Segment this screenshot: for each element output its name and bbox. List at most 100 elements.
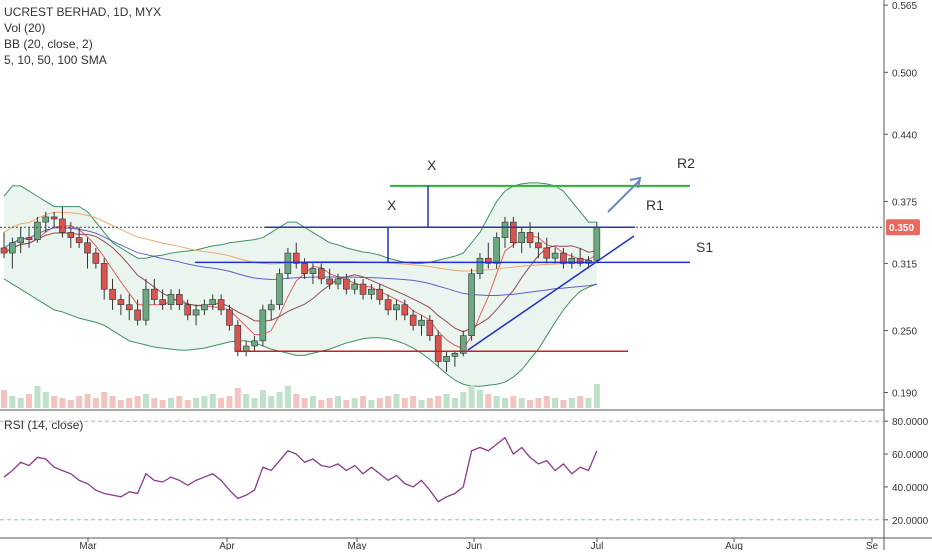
volume-bar bbox=[218, 398, 225, 408]
bollinger-lower bbox=[3, 278, 598, 387]
candle-body bbox=[125, 304, 133, 311]
sma-50-line bbox=[3, 227, 597, 297]
candle-body bbox=[493, 237, 500, 264]
volume-bar bbox=[460, 392, 467, 408]
candle-body bbox=[426, 319, 434, 336]
volume-bar bbox=[543, 396, 550, 408]
candle-body bbox=[510, 221, 517, 244]
volume-bar bbox=[568, 398, 575, 408]
candle-body bbox=[376, 288, 384, 300]
volume-bar bbox=[502, 398, 508, 408]
candle-body bbox=[476, 257, 484, 275]
volume-bar bbox=[585, 398, 592, 408]
candle-body bbox=[50, 216, 58, 220]
price-tick-label: 0.375 bbox=[892, 197, 917, 208]
chart-legend: UCREST BERHAD, 1D, MYX Vol (20) BB (20, … bbox=[4, 4, 161, 68]
candle-body bbox=[309, 268, 317, 275]
candle-body bbox=[84, 242, 91, 254]
candle-body bbox=[42, 216, 50, 223]
price-tick-label: 0.190 bbox=[892, 389, 917, 400]
candle-body bbox=[526, 232, 534, 244]
candle-body bbox=[259, 309, 267, 342]
candle-body bbox=[67, 232, 75, 238]
candle-body bbox=[351, 283, 359, 290]
volume-bar bbox=[435, 396, 442, 408]
candle-body bbox=[142, 288, 150, 321]
candle-body bbox=[217, 299, 225, 311]
candle-body bbox=[317, 268, 325, 280]
time-tick-label: Mar bbox=[79, 541, 97, 550]
volume-bar bbox=[151, 398, 158, 408]
study-volume[interactable]: Vol (20) bbox=[4, 21, 46, 35]
volume-bar bbox=[276, 392, 283, 408]
volume-bar bbox=[343, 400, 350, 408]
candle-body bbox=[384, 299, 392, 311]
volume-bar bbox=[301, 398, 308, 408]
candle-body bbox=[167, 294, 175, 306]
rsi-legend[interactable]: RSI (14, close) bbox=[4, 418, 84, 432]
volume-bar bbox=[34, 386, 41, 408]
volume-bar bbox=[410, 396, 417, 408]
time-tick-label: Jun bbox=[466, 541, 482, 550]
volume-bar bbox=[1, 390, 7, 408]
volume-bar bbox=[92, 398, 99, 408]
symbol-title[interactable]: UCREST BERHAD, 1D, MYX bbox=[4, 5, 162, 19]
volume-bar bbox=[518, 398, 525, 408]
candle-body bbox=[301, 263, 308, 275]
volume-bar bbox=[159, 400, 166, 408]
study-bollinger[interactable]: BB (20, close, 2) bbox=[4, 37, 93, 51]
candle-body bbox=[226, 309, 233, 326]
annotation-label-x: X bbox=[427, 157, 437, 173]
candle-body bbox=[443, 356, 450, 362]
volume-bar bbox=[209, 394, 216, 408]
candle-body bbox=[109, 288, 116, 300]
candle-body bbox=[484, 257, 492, 264]
volume-bar bbox=[67, 400, 74, 408]
volume-bar bbox=[293, 394, 300, 408]
annotation-label-s1: S1 bbox=[696, 239, 713, 255]
volume-bar bbox=[9, 396, 16, 408]
volume-bar bbox=[134, 396, 141, 408]
rsi-line bbox=[3, 436, 598, 503]
volume-bar bbox=[493, 396, 500, 408]
candle-body bbox=[100, 263, 108, 290]
candle-body bbox=[568, 257, 576, 264]
candle-body bbox=[117, 299, 125, 306]
candle-body bbox=[34, 221, 41, 240]
candle-body bbox=[234, 325, 242, 352]
volume-bar bbox=[476, 390, 483, 408]
annotation-label-r1: R1 bbox=[646, 197, 664, 213]
volume-bar bbox=[468, 386, 475, 408]
volume-bar bbox=[401, 398, 408, 408]
volume-bar bbox=[26, 394, 33, 408]
candle-body bbox=[451, 352, 459, 357]
candle-body bbox=[92, 252, 100, 264]
volume-bar bbox=[527, 400, 534, 408]
volume-bar bbox=[418, 400, 425, 408]
study-sma[interactable]: 5, 10, 50, 100 SMA bbox=[4, 53, 107, 67]
candle-body bbox=[468, 273, 475, 336]
volume-bar bbox=[76, 396, 83, 408]
candle-body bbox=[518, 232, 526, 244]
last-price-badge bbox=[886, 219, 920, 236]
bollinger-band-fill bbox=[4, 182, 597, 387]
volume-bar bbox=[393, 394, 400, 408]
candle-body bbox=[251, 340, 258, 347]
volume-bar bbox=[117, 400, 124, 408]
candle-body bbox=[535, 242, 542, 249]
volume-bar bbox=[142, 394, 149, 408]
volume-bar bbox=[184, 400, 191, 408]
rsi-tick-label: 80.0000 bbox=[892, 417, 929, 428]
time-tick-label: May bbox=[348, 541, 367, 550]
candle-body bbox=[192, 309, 200, 316]
volume-bar bbox=[385, 396, 392, 408]
volume-bar bbox=[101, 392, 108, 408]
volume-bar bbox=[552, 398, 559, 408]
candle-body bbox=[59, 218, 66, 233]
candle-body bbox=[201, 304, 208, 311]
volume-bar bbox=[326, 398, 333, 408]
candle-body bbox=[276, 273, 283, 306]
candle-body bbox=[242, 345, 250, 352]
